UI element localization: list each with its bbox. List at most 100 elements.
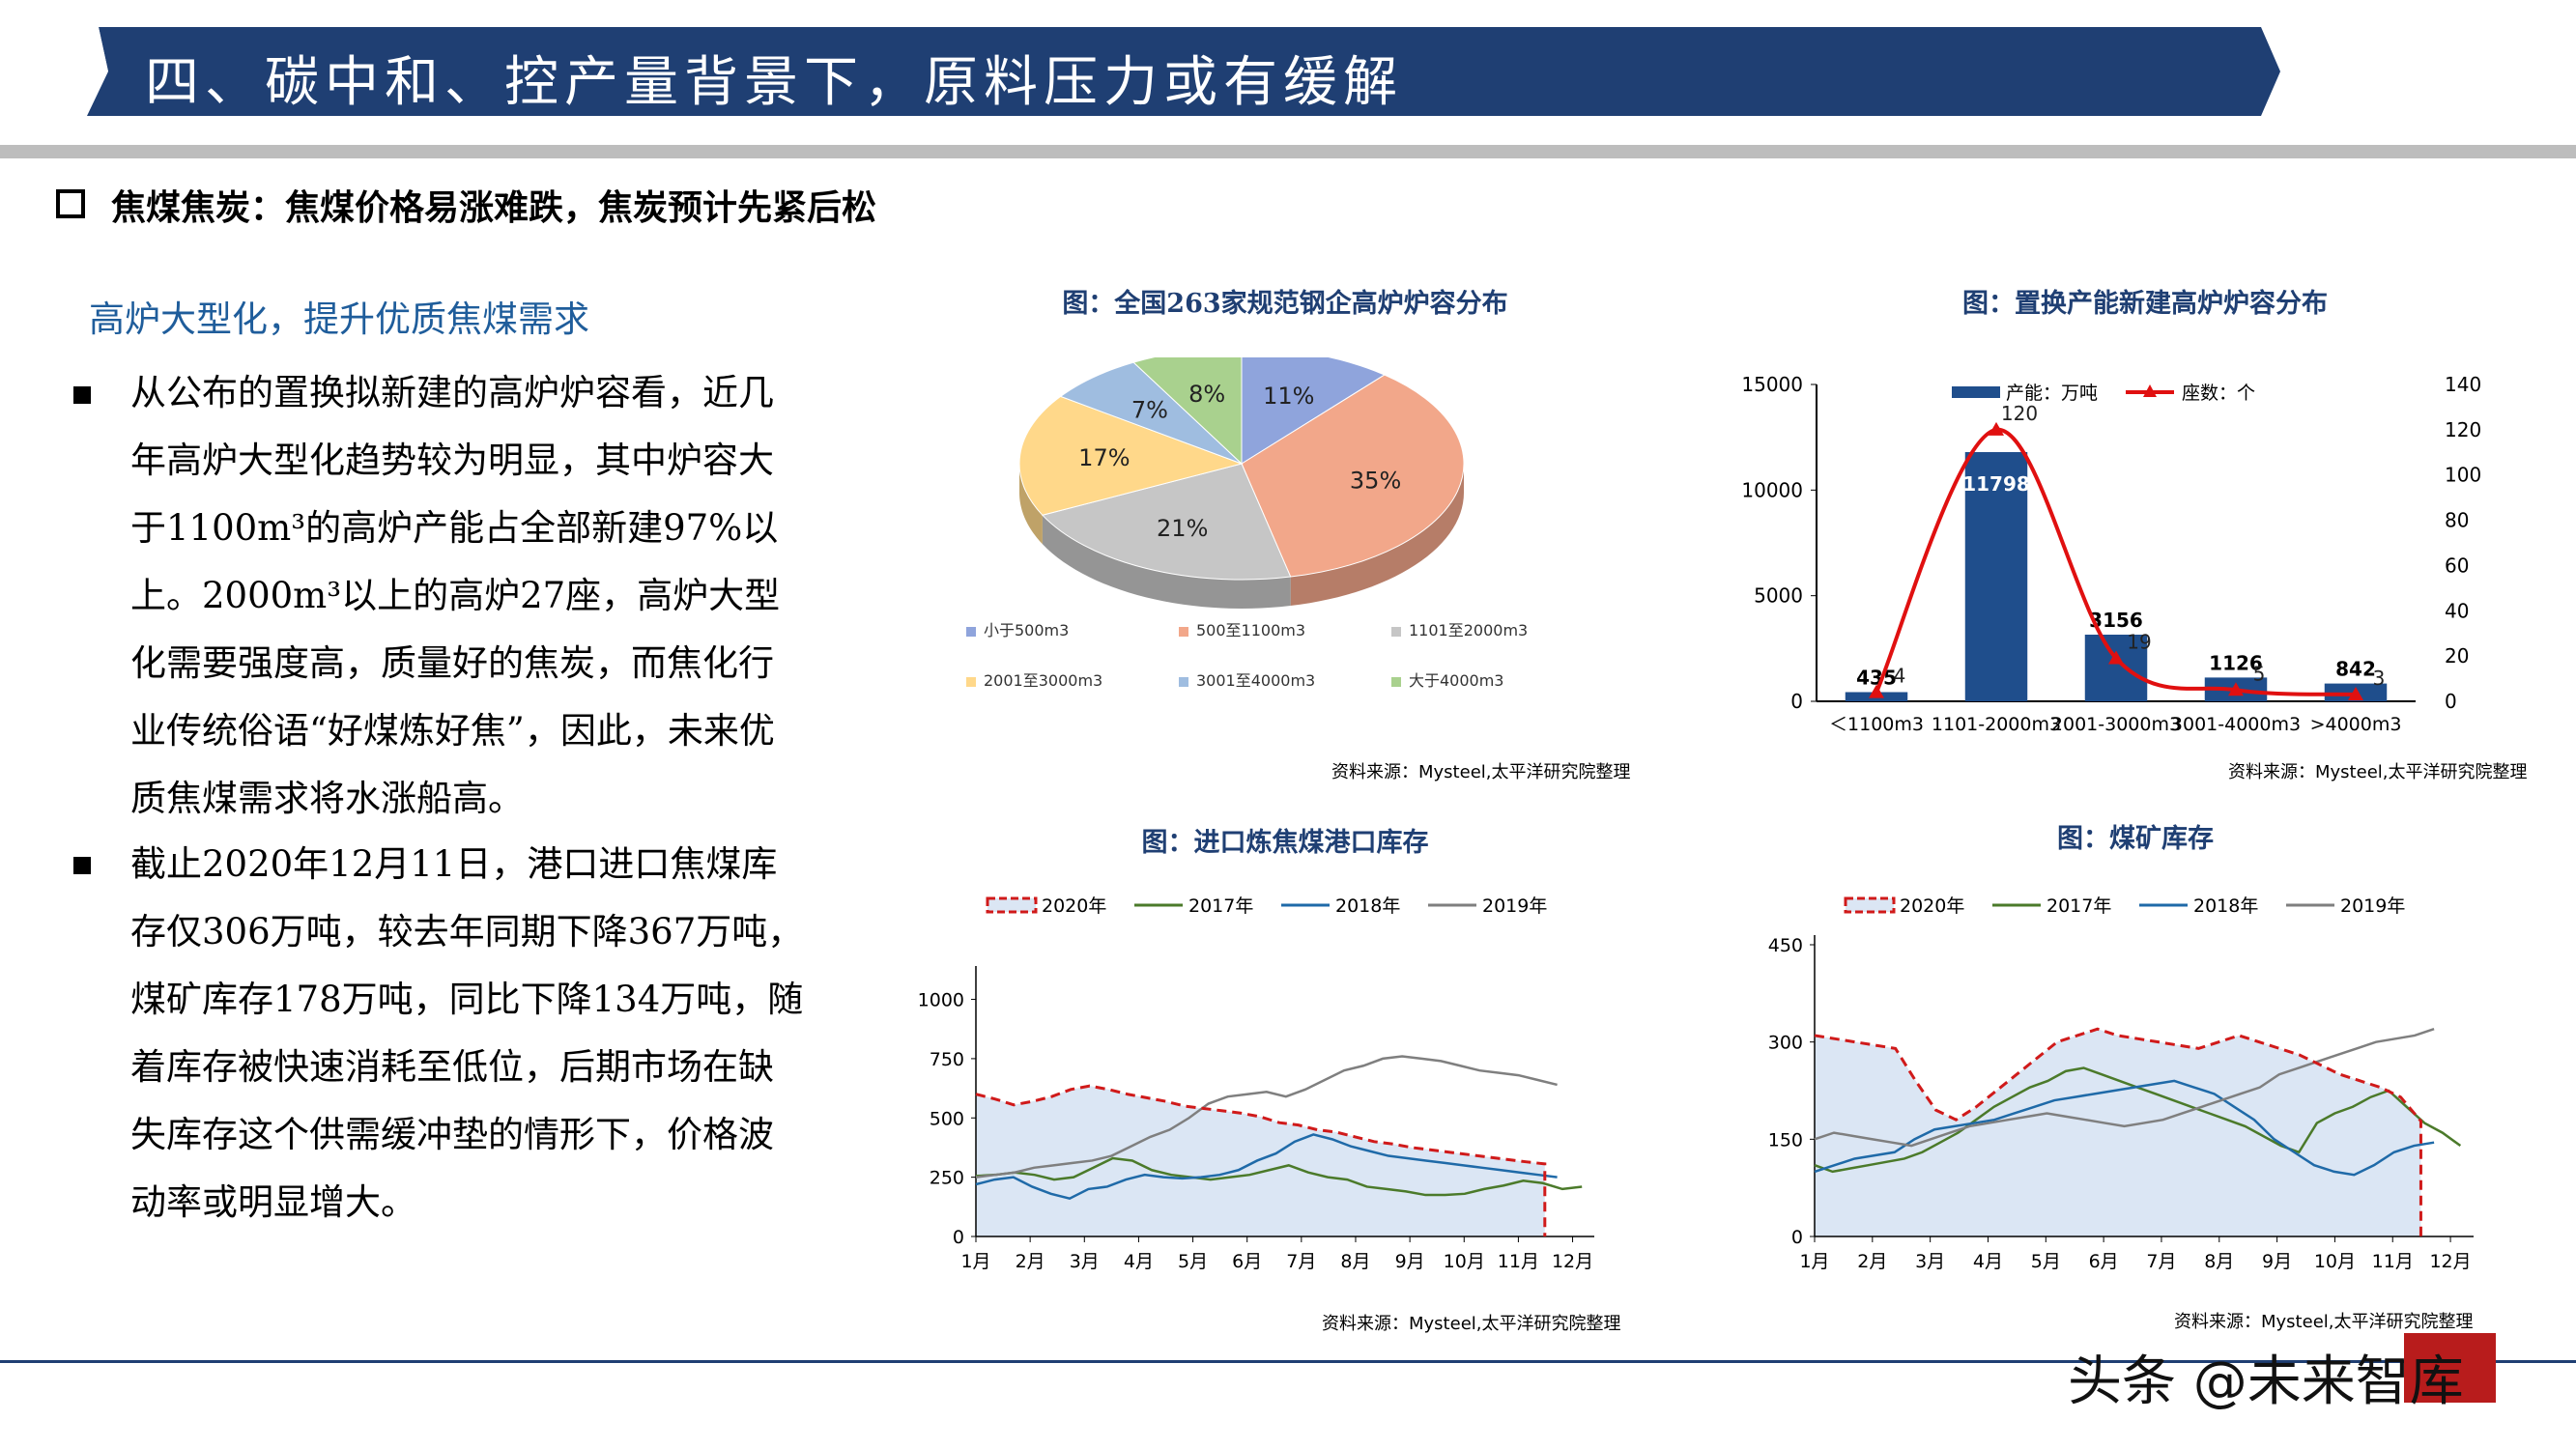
series-line (975, 1055, 1558, 1179)
x-tick-label: 3001-4000m3 (2171, 714, 2301, 735)
y-tick-label: 1000 (918, 990, 964, 1011)
x-tick-label: 9月 (1395, 1251, 1425, 1272)
port-stock-chart-title: 图：进口炼焦煤港口库存 (1141, 828, 1429, 858)
line-marker (2348, 686, 2363, 700)
series-line (975, 1133, 1558, 1201)
pie-chart: 11% 35% 21% 17%7% 8% 小于500m3 500至1100m3 1101至20… (966, 357, 1528, 690)
series-line (1814, 1028, 2435, 1148)
x-tick-label: 4月 (1973, 1251, 2003, 1272)
series-line-2020 (975, 1084, 1547, 1236)
stock-area-2020 (1815, 1029, 2421, 1236)
x-tick-label: 3月 (1915, 1251, 1945, 1272)
y-tick-label-left: 10000 (1741, 478, 1803, 501)
y-tick-label-left: 15000 (1741, 373, 1803, 396)
x-tick-label: 3月 (1070, 1251, 1100, 1272)
count-line (1875, 427, 2357, 696)
x-tick-label: 12月 (2429, 1251, 2471, 1272)
y-tick-label-left: 5000 (1754, 584, 1803, 608)
legend-label: 3001至4000m3 (1196, 671, 1315, 690)
legend-label: 2001至3000m3 (984, 671, 1102, 690)
y-tick-label-right: 40 (2445, 599, 2469, 622)
bar-chart-title: 图：置换产能新建高炉炉容分布 (1962, 289, 2328, 319)
x-tick-label: 10月 (1444, 1251, 1485, 1272)
x-tick-label: ＜1100m3 (1829, 714, 1924, 735)
legend-label: 座数：个 (2182, 383, 2255, 404)
pie-slice-label: 35% (1350, 468, 1401, 495)
pie-slice (1041, 463, 1292, 581)
x-tick-label: 1101-2000m3 (1932, 714, 2061, 735)
line-value-label: 120 (2001, 402, 2038, 425)
x-tick-label: 10月 (2314, 1251, 2356, 1272)
bar-value-label: 842 (2335, 658, 2376, 681)
x-tick-label: 11月 (2372, 1251, 2414, 1272)
legend-label: 2017年 (2046, 895, 2111, 917)
line-value-label: 4 (1894, 665, 1906, 688)
source-note: 资料来源：Mysteel,太平洋研究院整理 (1331, 762, 1631, 782)
pie-slice (1018, 395, 1244, 516)
page-title: 四、碳中和、控产量背景下，原料压力或有缓解 (145, 51, 1403, 114)
bullet-paragraph-1: 从公布的置换拟新建的高炉炉容看，近几年高炉大型化趋势较为明显，其中炉容大于110… (130, 372, 781, 819)
legend-swatch (966, 627, 976, 637)
bar-value-label: 1126 (2209, 651, 2263, 674)
x-tick-label: 2月 (1016, 1251, 1045, 1272)
legend-label: 500至1100m3 (1196, 621, 1305, 639)
y-tick-label: 0 (1791, 1227, 1803, 1248)
checkbox-icon (56, 189, 85, 218)
y-tick-label-right: 140 (2445, 373, 2481, 396)
legend-swatch (1391, 627, 1401, 637)
legend-label: 2018年 (1335, 895, 1400, 917)
title-banner (87, 27, 2280, 116)
y-tick-label: 750 (930, 1049, 964, 1070)
pie-slice-label: 7% (1131, 397, 1168, 424)
legend-label: 2019年 (1482, 895, 1547, 917)
x-tick-label: 6月 (1232, 1251, 1262, 1272)
watermark-seal-icon (2404, 1333, 2496, 1403)
x-tick-label: 5月 (2031, 1251, 2061, 1272)
bullet-square-icon (73, 386, 91, 404)
x-tick-label: 9月 (2262, 1251, 2292, 1272)
pie-slice (1241, 374, 1465, 578)
x-tick-label: 8月 (1340, 1251, 1370, 1272)
legend-swatch (966, 677, 976, 687)
line-marker (2108, 650, 2124, 665)
footer-divider (0, 1360, 2576, 1363)
legend-label: 小于500m3 (984, 621, 1069, 639)
legend-swatch (1391, 677, 1401, 687)
line-marker (1869, 684, 1884, 698)
pie-slice-side (1290, 464, 1464, 607)
header-divider (0, 145, 2576, 158)
legend-label: 大于4000m3 (1409, 671, 1504, 690)
x-tick-label: 5月 (1178, 1251, 1208, 1272)
series-line-2020 (1814, 1027, 2422, 1236)
source-note: 资料来源：Mysteel,太平洋研究院整理 (1322, 1314, 1621, 1334)
port-stock-line-chart: 0 250 500 750 1000 1月 2月 3月 4月 5月 6月 7月 8月 9月 10月 11月 12… (918, 895, 1594, 1272)
x-tick-label: 12月 (1552, 1251, 1593, 1272)
legend-label: 2020年 (1900, 895, 1964, 917)
pie-slice-label: 11% (1263, 383, 1314, 410)
y-tick-label-right: 0 (2445, 690, 2457, 713)
y-tick-label: 0 (953, 1227, 964, 1248)
pie-chart-title: 图：全国263家规范钢企高炉炉容分布 (1062, 289, 1508, 319)
pie-slice-label: 17% (1078, 444, 1130, 471)
legend-label: 1101至2000m3 (1409, 621, 1528, 639)
y-tick-label-left: 0 (1790, 690, 1803, 713)
y-tick-label-right: 60 (2445, 554, 2469, 577)
x-tick-label: 2月 (1857, 1251, 1887, 1272)
pie-slice-label: 21% (1157, 515, 1208, 542)
series-line (1814, 1079, 2435, 1177)
x-tick-label: >4000m3 (2310, 714, 2402, 735)
bar (2084, 634, 2148, 701)
x-tick-label: 2001-3000m3 (2051, 714, 2181, 735)
watermark: 头条 @未来智库 (2068, 1350, 2464, 1413)
series-line (975, 1156, 1583, 1197)
pie-slice (1059, 361, 1243, 465)
x-tick-label: 1月 (1799, 1251, 1829, 1272)
y-tick-label: 300 (1768, 1033, 1803, 1054)
legend-swatch (1179, 627, 1188, 637)
x-tick-label: 7月 (1286, 1251, 1316, 1272)
source-note: 资料来源：Mysteel,太平洋研究院整理 (2174, 1312, 2474, 1332)
y-tick-label-right: 80 (2445, 509, 2469, 532)
section-title: 焦煤焦炭：焦煤价格易涨难跌，焦炭预计先紧后松 (111, 187, 877, 228)
x-tick-label: 11月 (1498, 1251, 1539, 1272)
line-marker (2228, 682, 2244, 696)
